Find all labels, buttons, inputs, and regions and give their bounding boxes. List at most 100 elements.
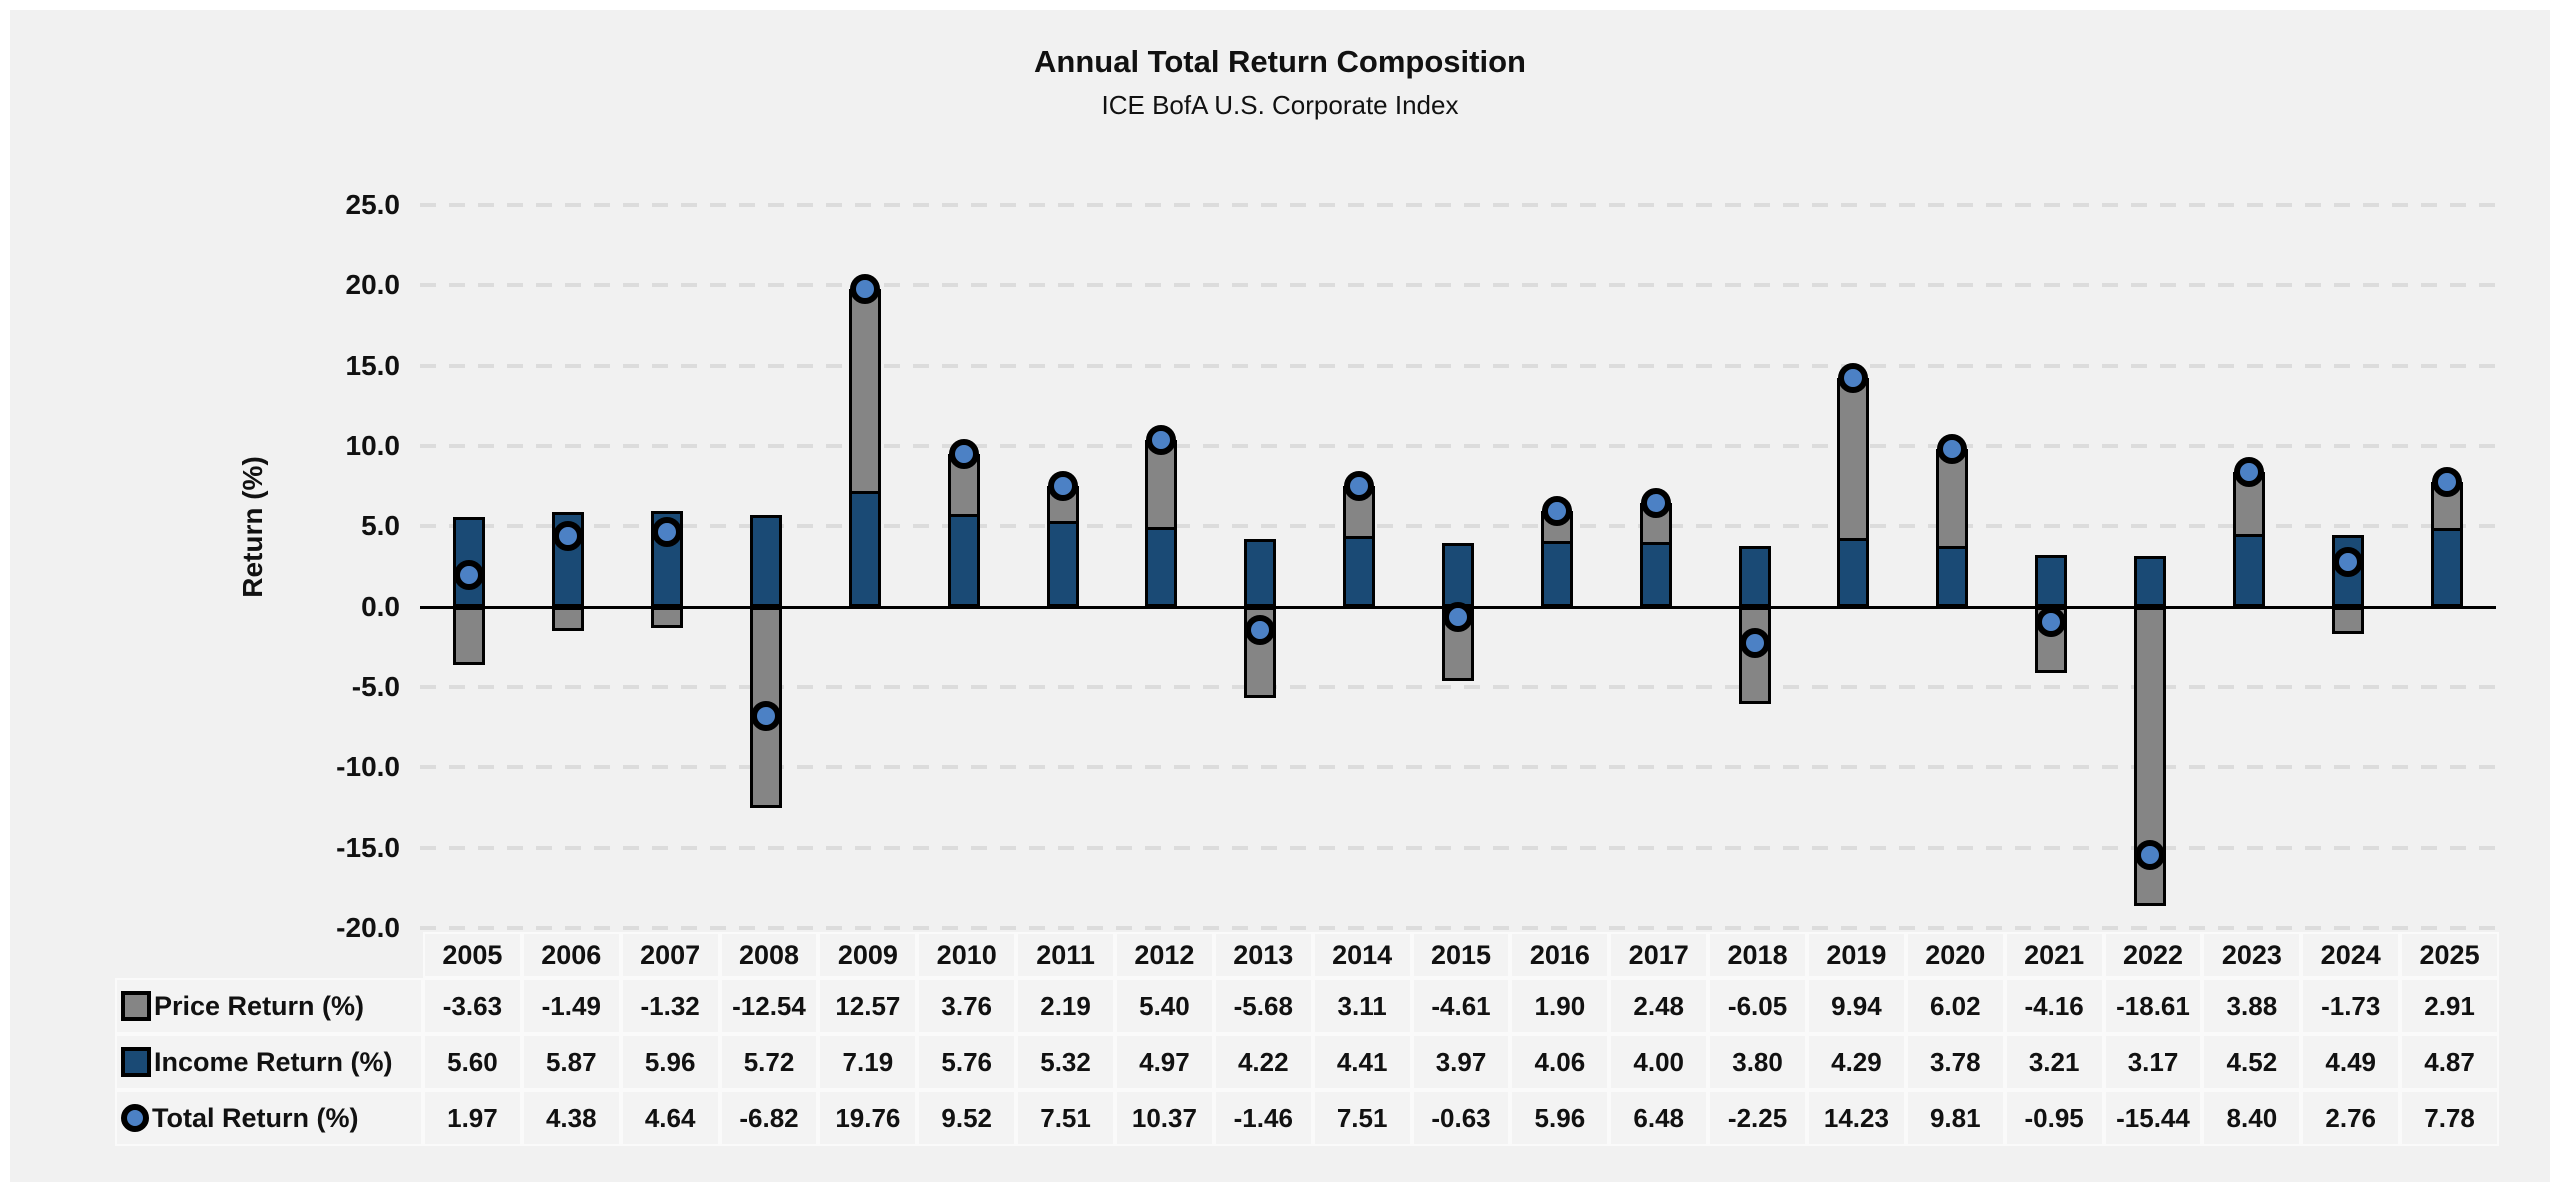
value-price-2011: 2.19: [1016, 978, 1115, 1034]
marker-total-2017: [1640, 487, 1671, 518]
value-total-2008: -6.82: [719, 1090, 819, 1146]
value-price-2009: 12.57: [818, 978, 918, 1034]
value-income-2024: 4.49: [2301, 1034, 2401, 1090]
marker-total-2010: [948, 438, 979, 469]
gridline--20.0: [420, 926, 2496, 930]
y-tick-label-0.0: 0.0: [361, 590, 400, 622]
value-total-2018: -2.25: [1708, 1090, 1807, 1146]
y-tick-label--20.0: -20.0: [336, 912, 400, 943]
gridline--10.0: [420, 765, 2496, 770]
y-tick-label-15.0: 15.0: [345, 349, 401, 381]
row-label-text: Price Return (%): [154, 990, 365, 1021]
bar-income-2008: [750, 514, 782, 607]
year-header-2014: 2014: [1312, 932, 1412, 978]
bar-income-2015: [1442, 542, 1474, 607]
value-price-2015: -4.61: [1411, 978, 1511, 1034]
marker-total-2007: [652, 517, 683, 548]
marker-total-2016: [1541, 495, 1572, 526]
marker-total-2005: [454, 560, 485, 590]
year-header-2013: 2013: [1213, 932, 1313, 978]
value-price-2018: -6.05: [1708, 978, 1807, 1034]
value-price-2021: -4.16: [2004, 978, 2104, 1034]
marker-total-2013: [1245, 615, 1276, 646]
marker-total-2023: [2233, 456, 2264, 487]
year-header-2015: 2015: [1411, 932, 1511, 978]
bar-income-2012: [1145, 526, 1178, 607]
marker-total-2008: [751, 701, 781, 732]
value-total-2023: 8.40: [2202, 1090, 2302, 1146]
marker-total-2009: [849, 274, 880, 305]
value-income-2015: 3.97: [1411, 1034, 1511, 1090]
value-total-2020: 9.81: [1905, 1090, 2005, 1146]
marker-total-2025: [2431, 466, 2462, 497]
year-header-2012: 2012: [1114, 932, 1214, 978]
value-price-2006: -1.49: [521, 978, 621, 1034]
marker-total-2012: [1146, 425, 1177, 456]
marker-total-2024: [2332, 547, 2363, 578]
year-header-2008: 2008: [719, 932, 819, 978]
year-header-2024: 2024: [2301, 932, 2401, 978]
y-tick-label-5.0: 5.0: [361, 510, 400, 542]
value-price-2019: 9.94: [1806, 978, 1906, 1034]
gridline-15.0: [420, 363, 2496, 368]
bar-income-2013: [1244, 538, 1277, 607]
row-label-price: Price Return (%): [115, 978, 423, 1034]
year-header-2018: 2018: [1708, 932, 1807, 978]
value-income-2006: 5.87: [521, 1034, 621, 1090]
year-header-2011: 2011: [1016, 932, 1115, 978]
value-income-2022: 3.17: [2103, 1034, 2203, 1090]
value-total-2017: 6.48: [1609, 1090, 1709, 1146]
income-return-legend-icon: [121, 1047, 151, 1077]
value-total-2019: 14.23: [1806, 1090, 1906, 1146]
year-header-2022: 2022: [2103, 932, 2203, 978]
year-header-2016: 2016: [1510, 932, 1610, 978]
value-total-2011: 7.51: [1016, 1090, 1115, 1146]
bar-price-2020: [1936, 449, 1969, 549]
value-total-2021: -0.95: [2004, 1090, 2104, 1146]
year-header-2023: 2023: [2202, 932, 2302, 978]
value-income-2005: 5.60: [423, 1034, 522, 1090]
bar-price-2009: [848, 289, 881, 495]
y-tick-label--15.0: -15.0: [336, 831, 400, 863]
bar-price-2019: [1837, 378, 1870, 541]
year-header-2019: 2019: [1806, 932, 1906, 978]
row-label-total: Total Return (%): [115, 1090, 423, 1146]
bar-income-2020: [1936, 545, 1969, 607]
value-price-2013: -5.68: [1213, 978, 1313, 1034]
value-price-2016: 1.90: [1510, 978, 1610, 1034]
value-price-2008: -12.54: [719, 978, 819, 1034]
value-income-2009: 7.19: [818, 1034, 918, 1090]
value-price-2023: 3.88: [2202, 978, 2302, 1034]
gridline-20.0: [420, 283, 2496, 288]
value-total-2009: 19.76: [818, 1090, 918, 1146]
value-income-2012: 4.97: [1114, 1034, 1214, 1090]
bar-income-2025: [2430, 528, 2463, 607]
marker-total-2021: [2036, 606, 2067, 637]
bar-price-2006: [552, 606, 585, 631]
value-price-2017: 2.48: [1609, 978, 1709, 1034]
marker-total-2022: [2135, 839, 2165, 870]
value-income-2023: 4.52: [2202, 1034, 2302, 1090]
value-total-2005: 1.97: [423, 1090, 522, 1146]
value-income-2025: 4.87: [2400, 1034, 2499, 1090]
gridline--5.0: [420, 685, 2496, 689]
value-income-2010: 5.76: [917, 1034, 1017, 1090]
value-price-2024: -1.73: [2301, 978, 2401, 1034]
price-return-legend-icon: [121, 991, 151, 1021]
year-header-2021: 2021: [2004, 932, 2104, 978]
year-header-2020: 2020: [1905, 932, 2005, 978]
bar-income-2009: [848, 491, 881, 607]
y-tick-label--5.0: -5.0: [351, 671, 400, 702]
plot-area: [420, 203, 2496, 930]
year-header-2025: 2025: [2400, 932, 2499, 978]
value-total-2015: -0.63: [1411, 1090, 1511, 1146]
table-corner-blank: [115, 932, 423, 978]
y-tick-label-25.0: 25.0: [345, 189, 401, 220]
y-tick-label-20.0: 20.0: [345, 269, 401, 301]
value-total-2024: 2.76: [2301, 1090, 2401, 1146]
bar-income-2018: [1738, 545, 1771, 607]
gridline-5.0: [420, 524, 2496, 529]
value-income-2019: 4.29: [1806, 1034, 1906, 1090]
marker-total-2020: [1937, 434, 1968, 465]
